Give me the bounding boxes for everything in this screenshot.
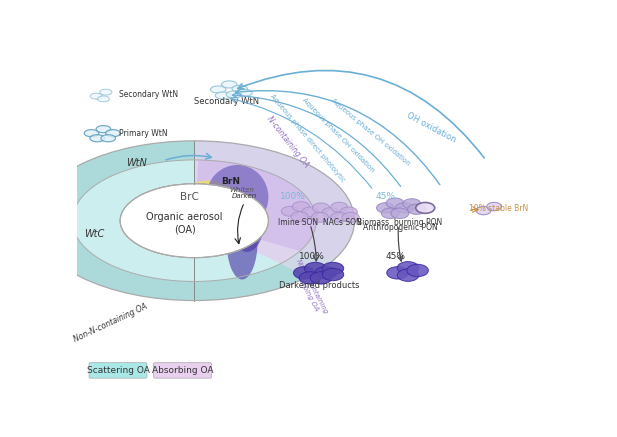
Text: Secondary WtN: Secondary WtN <box>194 97 259 106</box>
Ellipse shape <box>101 135 115 142</box>
Ellipse shape <box>395 203 414 213</box>
Ellipse shape <box>381 208 399 218</box>
Text: BrC: BrC <box>180 192 199 202</box>
Ellipse shape <box>120 184 268 258</box>
Ellipse shape <box>237 89 252 97</box>
Ellipse shape <box>376 203 395 213</box>
Text: Absorbing OA: Absorbing OA <box>152 366 213 375</box>
Ellipse shape <box>100 89 112 95</box>
Text: Aqueous phase OH oxidation: Aqueous phase OH oxidation <box>300 97 375 173</box>
Ellipse shape <box>232 85 247 92</box>
Ellipse shape <box>72 160 317 281</box>
Text: Darkened products: Darkened products <box>280 281 360 290</box>
Ellipse shape <box>407 264 428 277</box>
Ellipse shape <box>331 212 348 222</box>
Ellipse shape <box>312 203 329 213</box>
Ellipse shape <box>322 262 344 274</box>
Ellipse shape <box>226 91 242 98</box>
Polygon shape <box>194 141 354 277</box>
Ellipse shape <box>210 86 226 93</box>
Ellipse shape <box>97 96 109 102</box>
Ellipse shape <box>90 135 104 142</box>
Ellipse shape <box>299 272 321 284</box>
Ellipse shape <box>487 202 502 211</box>
Text: 100%: 100% <box>280 192 306 201</box>
Ellipse shape <box>96 125 110 133</box>
Text: WtN: WtN <box>126 159 147 169</box>
Text: 100%: 100% <box>299 252 325 260</box>
Text: OH oxidation: OH oxidation <box>405 111 457 144</box>
Text: Biomass  burning PON: Biomass burning PON <box>357 218 442 227</box>
Ellipse shape <box>281 206 299 216</box>
Ellipse shape <box>222 81 237 88</box>
Ellipse shape <box>322 208 339 218</box>
Ellipse shape <box>312 212 329 222</box>
Text: N-containing OA: N-containing OA <box>265 114 310 169</box>
Ellipse shape <box>305 262 326 274</box>
FancyBboxPatch shape <box>89 363 147 378</box>
Ellipse shape <box>84 130 99 137</box>
Text: Scattering OA: Scattering OA <box>86 366 149 375</box>
Ellipse shape <box>210 216 251 252</box>
Ellipse shape <box>226 202 258 280</box>
Ellipse shape <box>72 160 317 281</box>
Ellipse shape <box>230 196 263 252</box>
Text: Organic aerosol: Organic aerosol <box>146 212 223 222</box>
Ellipse shape <box>120 184 268 258</box>
Ellipse shape <box>331 202 348 212</box>
Text: Non-N-containing
absorbing OA: Non-N-containing absorbing OA <box>289 258 329 318</box>
Ellipse shape <box>90 93 102 99</box>
Text: Secondary WtN: Secondary WtN <box>119 90 178 99</box>
Text: Whiten: Whiten <box>230 187 255 194</box>
Ellipse shape <box>34 141 354 301</box>
Text: (OA): (OA) <box>174 224 196 234</box>
Ellipse shape <box>206 165 268 229</box>
Ellipse shape <box>310 272 332 284</box>
Text: Darken: Darken <box>232 194 257 199</box>
Ellipse shape <box>416 202 435 213</box>
Ellipse shape <box>291 212 308 222</box>
Ellipse shape <box>386 198 404 208</box>
Polygon shape <box>197 160 316 251</box>
Ellipse shape <box>397 269 419 281</box>
Ellipse shape <box>403 199 421 209</box>
Ellipse shape <box>106 130 120 137</box>
Ellipse shape <box>215 92 231 99</box>
Ellipse shape <box>315 267 336 279</box>
Ellipse shape <box>294 267 315 279</box>
Ellipse shape <box>476 206 491 215</box>
Text: Aqueous phase direct photolytic: Aqueous phase direct photolytic <box>269 93 346 184</box>
Text: 45%: 45% <box>385 252 405 260</box>
Polygon shape <box>194 160 316 264</box>
Text: Aqueous phase OH oxidation: Aqueous phase OH oxidation <box>329 98 411 167</box>
Ellipse shape <box>340 207 357 217</box>
Text: Anthropogenic PON: Anthropogenic PON <box>363 223 437 232</box>
Text: 45%: 45% <box>376 192 395 201</box>
Ellipse shape <box>322 268 344 281</box>
Text: WtC: WtC <box>84 229 104 239</box>
Ellipse shape <box>387 267 408 279</box>
Ellipse shape <box>408 204 426 215</box>
Polygon shape <box>197 141 354 260</box>
Ellipse shape <box>391 208 409 218</box>
Ellipse shape <box>175 180 242 227</box>
Ellipse shape <box>120 184 268 258</box>
Ellipse shape <box>342 212 359 222</box>
Text: Imine SON  NACs SON: Imine SON NACs SON <box>278 218 362 227</box>
Ellipse shape <box>397 262 419 274</box>
Ellipse shape <box>302 207 319 217</box>
Text: BrN: BrN <box>221 177 239 187</box>
Ellipse shape <box>292 201 310 212</box>
Text: Non-N-containing OA: Non-N-containing OA <box>72 302 149 344</box>
Text: Primary WtN: Primary WtN <box>119 129 168 138</box>
FancyBboxPatch shape <box>154 363 212 378</box>
Text: 10% stable BrN: 10% stable BrN <box>470 204 529 213</box>
